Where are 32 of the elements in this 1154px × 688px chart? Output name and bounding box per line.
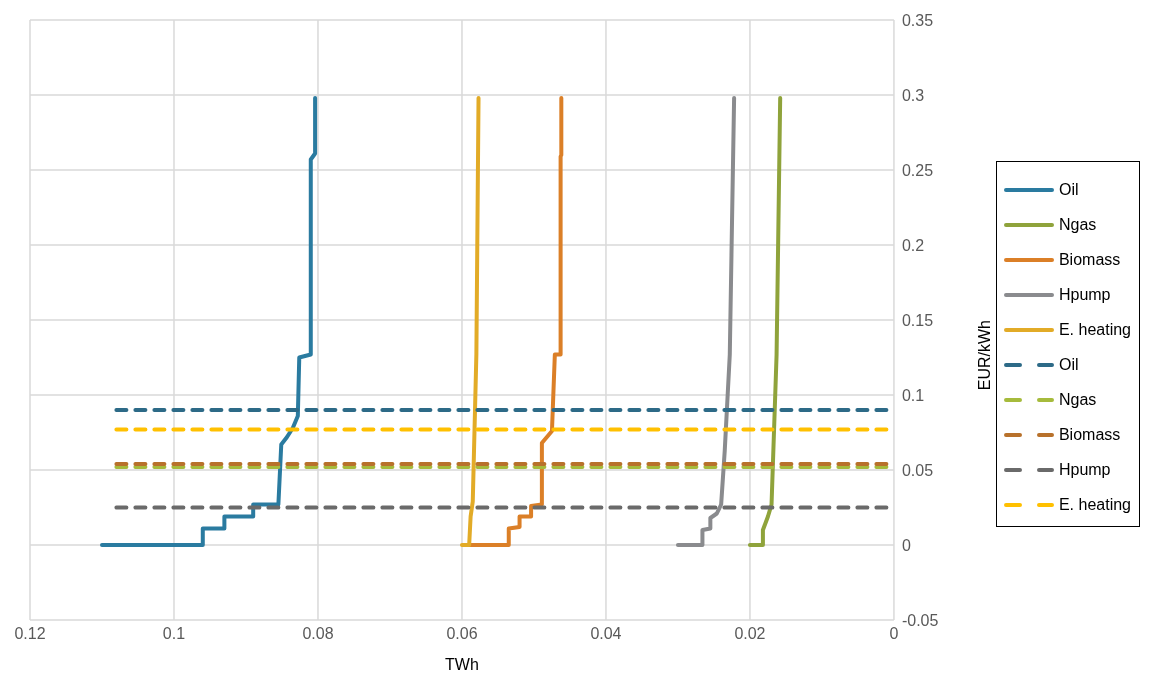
- y-tick-label: 0.35: [901, 11, 934, 29]
- y-tick-label: 0.1: [901, 386, 925, 404]
- y-tick-label: 0: [901, 536, 911, 554]
- legend-label: Biomass: [1058, 250, 1121, 269]
- legend-label: Oil: [1058, 355, 1079, 374]
- legend-label: E. heating: [1058, 495, 1131, 514]
- legend-label: Ngas: [1058, 390, 1097, 409]
- y-tick-label: 0.15: [901, 311, 934, 329]
- legend-label: Ngas: [1058, 215, 1097, 234]
- line-series: [747, 96, 783, 547]
- x-tick-label: 0.06: [446, 625, 478, 643]
- x-tick-label: 0: [889, 625, 899, 643]
- legend-label: Hpump: [1058, 460, 1111, 479]
- legend-label: Oil: [1058, 180, 1079, 199]
- y-tick-label: 0.2: [901, 236, 925, 254]
- y-axis-title: EUR/kWh: [975, 320, 993, 391]
- x-tick-label: 0.12: [14, 625, 46, 643]
- legend-label: Biomass: [1058, 425, 1121, 444]
- y-tick-label: 0.3: [901, 86, 925, 104]
- y-tick-label: -0.05: [901, 611, 939, 629]
- line-series: [100, 96, 318, 547]
- legend-label: E. heating: [1058, 320, 1131, 339]
- x-tick-label: 0.02: [734, 625, 766, 643]
- y-tick-label: 0.05: [901, 461, 934, 479]
- x-tick-label: 0.1: [162, 625, 186, 643]
- y-tick-label: 0.25: [901, 161, 934, 179]
- x-tick-label: 0.08: [302, 625, 334, 643]
- legend-label: Hpump: [1058, 285, 1111, 304]
- line-series: [459, 96, 481, 547]
- line-series: [675, 96, 737, 547]
- x-axis-title: TWh: [445, 656, 479, 673]
- x-tick-label: 0.04: [590, 625, 622, 643]
